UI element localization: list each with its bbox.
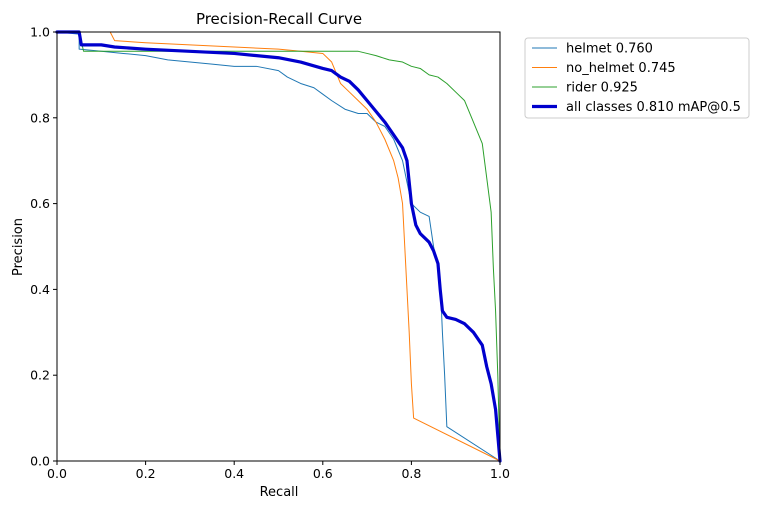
series-line-0: [56, 31, 501, 462]
chart-title: Precision-Recall Curve: [196, 10, 362, 28]
y-tick-label: 1.0: [30, 25, 50, 40]
y-tick-label: 0.4: [30, 282, 50, 297]
x-axis-label: Recall: [260, 485, 299, 500]
x-axis: 0.0 0.2 0.4 0.6 0.8 1.0: [47, 461, 510, 481]
legend-label-1: no_helmet 0.745: [566, 61, 676, 76]
y-tick-label: 0.0: [30, 454, 50, 469]
x-tick-label: 0.0: [47, 466, 67, 481]
series-line-3: [55, 30, 502, 463]
series-line-1: [56, 31, 501, 462]
x-tick-label: 0.8: [401, 466, 421, 481]
legend-label-3: all classes 0.810 mAP@0.5: [566, 100, 741, 115]
x-tick-label: 0.4: [224, 466, 244, 481]
x-tick-label: 1.0: [490, 466, 510, 481]
legend: helmet 0.760 no_helmet 0.745 rider 0.925 al…: [524, 37, 750, 119]
plot-area: [55, 30, 502, 463]
y-axis: 0.0 0.2 0.4 0.6 0.8 1.0: [30, 25, 57, 469]
legend-label-2: rider 0.925: [566, 81, 638, 96]
x-tick-label: 0.2: [136, 466, 156, 481]
y-tick-label: 0.2: [30, 368, 50, 383]
y-tick-label: 0.6: [30, 196, 50, 211]
y-axis-label: Precision: [11, 218, 26, 276]
y-tick-label: 0.8: [30, 110, 50, 125]
plot-frame: [56, 31, 501, 462]
legend-label-0: helmet 0.760: [566, 42, 653, 57]
x-tick-label: 0.6: [313, 466, 333, 481]
legend-box: [524, 37, 750, 119]
